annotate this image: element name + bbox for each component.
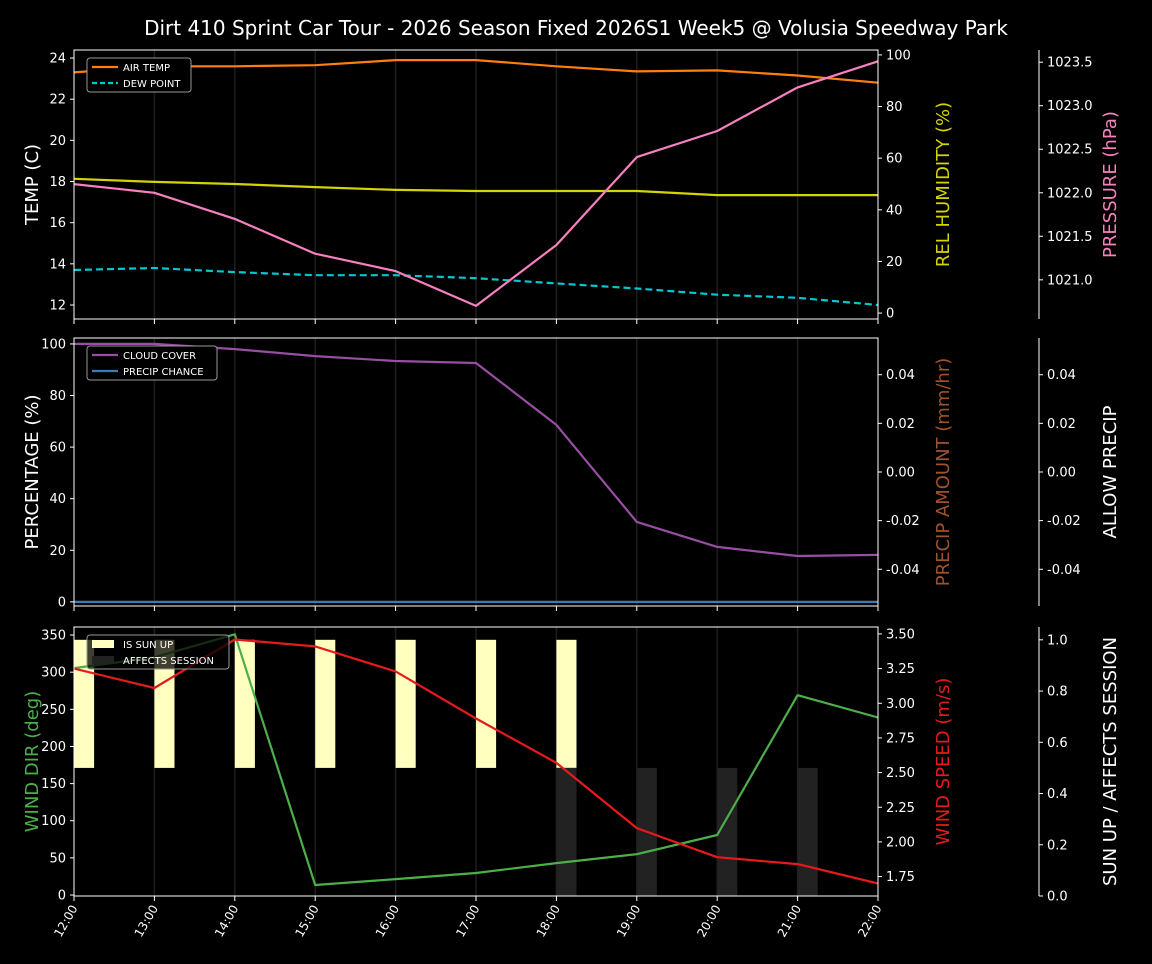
axis-label: PRECIP AMOUNT (mm/hr) [933, 358, 954, 587]
y-tick-label: 24 [49, 52, 66, 67]
air-temp-line [73, 58, 879, 84]
y-tick-label: 60 [886, 152, 903, 167]
y-tick-label: 14 [49, 257, 66, 272]
y-tick-label: -0.04 [886, 563, 920, 578]
y-tick-label: 0.04 [1047, 368, 1076, 383]
y-tick-label: 150 [41, 777, 66, 792]
y-tick-label: -0.02 [1047, 514, 1081, 529]
axis-label: WIND SPEED (m/s) [933, 678, 954, 846]
is-sun-up-bar [154, 639, 175, 768]
y-tick-label: 40 [886, 203, 903, 218]
affects-session-bar [556, 767, 577, 896]
affects-session-bar [717, 767, 738, 896]
y-tick-label: 0.00 [1047, 466, 1076, 481]
legend: CLOUD COVER PRECIP CHANCE [86, 345, 218, 381]
y-tick-label: 80 [49, 389, 66, 404]
y-tick-label: 0 [58, 595, 66, 610]
axis-label: TEMP (C) [22, 144, 43, 226]
y-tick-label: 0.02 [1047, 417, 1076, 432]
y-tick-label: 250 [41, 703, 66, 718]
y-tick-label: 20 [886, 255, 903, 270]
y-tick-label: 0 [886, 307, 894, 322]
legend-label: AFFECTS SESSION [123, 656, 214, 667]
y-tick-label: 1.0 [1047, 633, 1068, 648]
y-tick-label: 1.75 [886, 870, 915, 885]
legend-label: IS SUN UP [123, 640, 173, 651]
y-tick-label: 0.04 [886, 368, 915, 383]
legend-box [86, 345, 218, 381]
panel-3: 0 50 100 150 200 250 300 350 WIND DIR (deg) 1.75 2… [22, 626, 1121, 939]
y-tick-label: 1023.0 [1047, 99, 1093, 114]
y-tick-label: 20 [49, 134, 66, 149]
y-tick-label: 0.00 [886, 466, 915, 481]
y-tick-label: 1021.0 [1047, 273, 1093, 288]
y-tick-label: 100 [41, 814, 66, 829]
y-tick-label: 1023.5 [1047, 56, 1093, 71]
y-tick-label: 2.25 [886, 801, 915, 816]
y-tick-label: 2.50 [886, 766, 915, 781]
chart-title: Dirt 410 Sprint Car Tour - 2026 Season F… [144, 16, 1008, 40]
y-tick-label: 0.0 [1047, 890, 1068, 905]
axis-label: REL HUMIDITY (%) [933, 102, 954, 267]
axis-label: SUN UP / AFFECTS SESSION [1100, 637, 1121, 886]
y-tick-label: 1021.5 [1047, 230, 1093, 245]
y-tick-label: 60 [49, 441, 66, 456]
y-tick-label: 16 [49, 216, 66, 231]
is-sun-up-bar [234, 639, 255, 768]
pressure-line [73, 60, 879, 307]
y-tick-label: 350 [41, 629, 66, 644]
y-tick-label: 0.02 [886, 417, 915, 432]
y-tick-label: 18 [49, 175, 66, 190]
axis-label: WIND DIR (deg) [22, 691, 43, 833]
y-tick-label: -0.04 [1047, 563, 1081, 578]
y-tick-label: 3.50 [886, 627, 915, 642]
y-tick-label: 2.75 [886, 731, 915, 746]
is-sun-up-bar [556, 639, 577, 768]
y-tick-label: 0.4 [1047, 787, 1068, 802]
legend: AIR TEMP DEW POINT [86, 57, 192, 93]
y-tick-label: 3.00 [886, 697, 915, 712]
axis-label: PRESSURE (hPa) [1100, 111, 1121, 258]
legend-box [86, 634, 230, 670]
y-tick-label: 0.8 [1047, 685, 1068, 700]
y-tick-label: 0.6 [1047, 736, 1068, 751]
legend: IS SUN UP AFFECTS SESSION [86, 634, 230, 670]
is-sun-up-bar [395, 639, 416, 768]
y-tick-label: 0 [58, 889, 66, 904]
y-tick-label: 100 [41, 337, 66, 352]
affects-session-bar [797, 767, 818, 896]
y-tick-label: 1022.0 [1047, 186, 1093, 201]
y-tick-label: 3.25 [886, 662, 915, 677]
legend-swatch [92, 640, 114, 648]
y-tick-label: -0.02 [886, 514, 920, 529]
panel-1: 12 14 16 18 20 22 24 TEMP (C) 0 20 40 60 80 100 REL HU… [22, 48, 1121, 324]
is-sun-up-bar [315, 639, 336, 768]
panel-2: 0 20 40 60 80 100 PERCENTAGE (%) -0.04 -0.02 0.00… [22, 337, 1121, 611]
y-tick-label: 12 [49, 299, 66, 314]
axis-label: ALLOW PRECIP [1100, 405, 1121, 538]
axis-label: PERCENTAGE (%) [22, 394, 43, 549]
legend-label: DEW POINT [123, 79, 181, 90]
y-tick-label: 0.2 [1047, 838, 1068, 853]
y-tick-label: 200 [41, 740, 66, 755]
y-tick-label: 80 [886, 100, 903, 115]
y-tick-label: 22 [49, 93, 66, 108]
y-tick-label: 100 [886, 48, 911, 63]
y-tick-label: 300 [41, 666, 66, 681]
y-tick-label: 2.00 [886, 835, 915, 850]
y-tick-label: 50 [49, 851, 66, 866]
y-tick-label: 40 [49, 492, 66, 507]
legend-label: PRECIP CHANCE [123, 367, 204, 378]
legend-label: CLOUD COVER [123, 351, 196, 362]
rel-humidity-line [73, 177, 878, 197]
y-tick-label: 20 [49, 544, 66, 559]
legend-swatch [92, 656, 114, 664]
dew-point-line [73, 266, 879, 307]
y-tick-label: 1022.5 [1047, 143, 1093, 158]
legend-label: AIR TEMP [123, 63, 170, 74]
is-sun-up-bar [476, 639, 497, 768]
